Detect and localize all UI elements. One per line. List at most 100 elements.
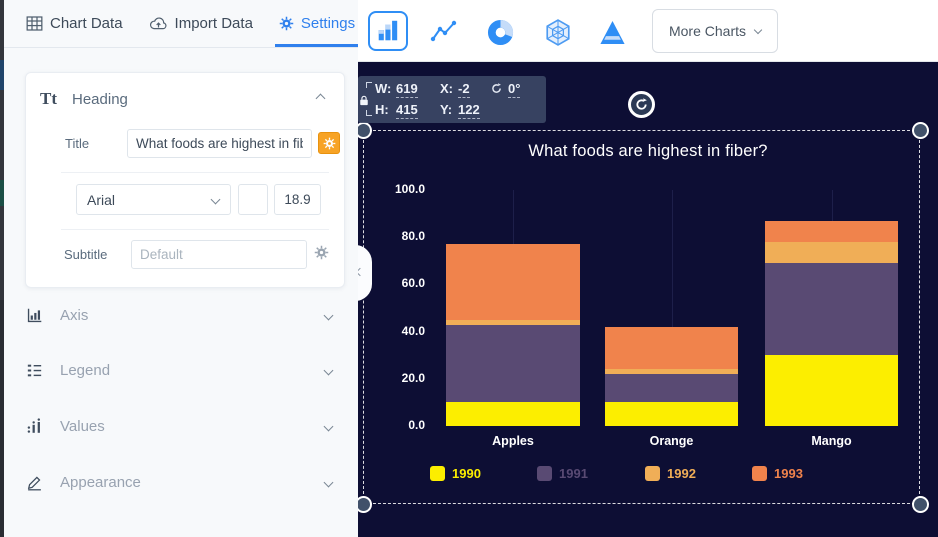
legend-swatch <box>430 466 445 481</box>
tab-label: Import Data <box>174 15 253 32</box>
width-value[interactable]: 619 <box>396 81 418 98</box>
bar-chart-icon <box>378 20 398 41</box>
font-size-input[interactable] <box>274 184 321 215</box>
divider <box>61 172 329 173</box>
panel-tabs: Chart Data Import Data Settings <box>4 0 362 48</box>
legend-item-1991: 1991 <box>537 466 588 481</box>
heading-section-card: Tt Heading Title Arial <box>25 72 345 288</box>
font-field-row: Arial <box>26 184 344 216</box>
chart-type-line-button[interactable] <box>424 14 464 50</box>
y-axis-tick-label: 0.0 <box>408 418 425 432</box>
chevron-down-icon <box>323 477 334 487</box>
heading-tt-icon: Tt <box>40 89 57 108</box>
category-label: Apples <box>492 434 534 448</box>
section-values[interactable]: Values <box>24 411 346 441</box>
resize-handle-bottom-right[interactable] <box>912 496 929 513</box>
resize-handle-bottom-left[interactable] <box>358 496 372 513</box>
subtitle-field-row: Subtitle <box>26 240 344 270</box>
heading-section-header[interactable]: Tt Heading <box>26 85 344 113</box>
subtitle-field-label: Subtitle <box>64 247 108 262</box>
transform-info-box: W: 619 X: -2 0° H: 415 Y: 122 <box>358 76 546 123</box>
resize-handle-top-left[interactable] <box>358 122 372 139</box>
resize-handle-top-right[interactable] <box>912 122 929 139</box>
tab-label: Settings <box>300 15 356 32</box>
bracket-mark <box>366 82 372 88</box>
bar-segment-orange-1991 <box>605 374 738 403</box>
bar-segment-mango-1990 <box>765 355 898 426</box>
chart-type-donut-button[interactable] <box>480 14 520 50</box>
cloud-upload-icon <box>149 17 167 30</box>
rotate-handle[interactable] <box>628 91 655 118</box>
title-field-row: Title <box>26 129 344 159</box>
legend-label: 1991 <box>559 466 588 481</box>
tab-settings[interactable]: Settings <box>274 0 362 47</box>
x-label: X: <box>440 81 453 96</box>
font-family-select[interactable]: Arial <box>76 184 231 215</box>
section-label: Appearance <box>60 473 141 491</box>
bar-segment-apples-1992 <box>446 319 580 325</box>
subtitle-input[interactable] <box>131 240 307 269</box>
bar-segment-apples-1991 <box>446 324 580 403</box>
y-value[interactable]: 122 <box>458 102 480 119</box>
legend-swatch <box>645 466 660 481</box>
legend-label: 1992 <box>667 466 696 481</box>
line-chart-icon <box>430 20 457 42</box>
width-label: W: <box>375 81 392 96</box>
chart-type-bar-button[interactable] <box>368 11 408 51</box>
more-charts-button[interactable]: More Charts <box>652 9 778 53</box>
y-axis-tick-label: 40.0 <box>401 323 425 338</box>
donut-chart-icon <box>487 19 513 45</box>
section-appearance[interactable]: Appearance <box>24 467 346 497</box>
chart-type-radar-button[interactable] <box>538 14 578 50</box>
gear-icon <box>314 245 329 260</box>
settings-panel: Chart Data Import Data Settings Tt Headi… <box>4 0 362 537</box>
section-label: Axis <box>60 306 89 324</box>
radar-chart-icon <box>546 18 570 46</box>
y-axis-tick-label: 20.0 <box>401 370 425 385</box>
axis-icon <box>27 308 41 322</box>
subtitle-gear-button[interactable] <box>314 245 329 265</box>
design-canvas[interactable]: What foods are highest in fiber? 0.0 20.0… <box>358 62 938 537</box>
legend-label: 1990 <box>452 466 481 481</box>
gear-icon <box>323 137 335 149</box>
section-legend[interactable]: Legend <box>24 355 346 385</box>
section-axis[interactable]: Axis <box>24 300 346 330</box>
legend-swatch <box>537 466 552 481</box>
chevron-down-icon <box>753 25 763 34</box>
padlock-icon <box>360 95 368 106</box>
tab-import-data[interactable]: Import Data <box>149 0 253 47</box>
bar-segment-mango-1991 <box>765 263 898 356</box>
chevron-down-icon <box>323 365 334 375</box>
bar-segment-orange-1992 <box>605 369 738 375</box>
section-label: Legend <box>60 361 111 379</box>
chevron-down-icon <box>210 194 221 205</box>
font-style-box[interactable] <box>238 184 268 215</box>
y-axis-tick-label: 100.0 <box>394 182 425 196</box>
panel-collapse-button[interactable] <box>358 245 372 301</box>
gridline <box>671 190 673 426</box>
chevron-up-icon <box>315 93 326 104</box>
rotation-icon <box>492 83 501 93</box>
more-charts-label: More Charts <box>668 23 747 39</box>
chevron-left-icon <box>358 267 365 277</box>
y-axis-tick-label: 60.0 <box>401 276 425 291</box>
title-input[interactable] <box>127 129 312 158</box>
tab-chart-data[interactable]: Chart Data <box>26 0 123 47</box>
bar-segment-orange-1990 <box>605 402 738 426</box>
y-axis-tick-label: 80.0 <box>401 229 425 244</box>
x-value[interactable]: -2 <box>458 81 470 98</box>
height-value[interactable]: 415 <box>396 102 418 119</box>
rotation-value[interactable]: 0° <box>508 81 521 98</box>
divider <box>61 229 329 230</box>
legend-item-1992: 1992 <box>645 466 696 481</box>
left-edge-panel-sliver <box>0 0 4 537</box>
title-gear-button[interactable] <box>318 132 340 154</box>
section-label: Values <box>60 417 105 435</box>
chart-type-pyramid-button[interactable] <box>592 14 632 50</box>
bar-segment-orange-1993 <box>605 326 738 370</box>
table-grid-icon <box>26 16 43 31</box>
title-field-label: Title <box>65 136 90 151</box>
y-label: Y: <box>440 102 453 117</box>
legend-item-1993: 1993 <box>752 466 803 481</box>
